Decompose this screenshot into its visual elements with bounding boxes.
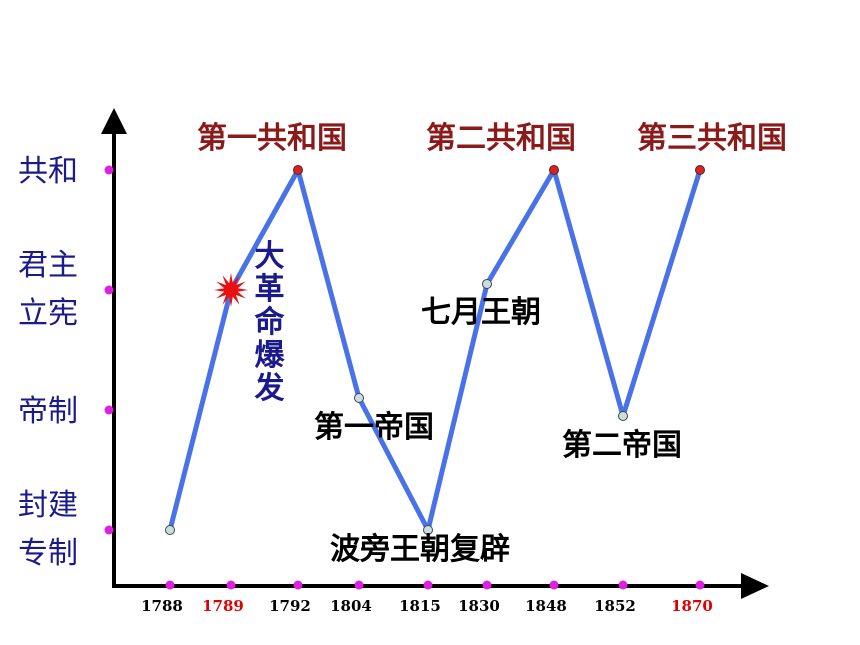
- x-tick-label: 1804: [330, 597, 372, 615]
- x-tick-dot: [482, 580, 492, 590]
- x-axis-arrow: [741, 573, 769, 599]
- y-tick-label: 专制: [18, 536, 78, 571]
- annotation-revolution: 大革命爆发: [249, 240, 286, 405]
- x-tick-dot: [549, 580, 559, 590]
- annotation-second-republic: 第二共和国: [426, 121, 576, 156]
- y-tick-label: 君主: [18, 248, 78, 283]
- y-tick-label: 立宪: [18, 296, 78, 331]
- valley-point: [482, 279, 492, 289]
- x-tick-label: 1870: [671, 597, 713, 615]
- y-tick-label: 封建: [18, 488, 78, 523]
- annotation-second-empire: 第二帝国: [562, 428, 682, 463]
- y-tick-dot: [104, 165, 114, 175]
- x-tick-label: 1788: [141, 597, 183, 615]
- peak-point: [549, 165, 559, 175]
- x-tick-dot: [354, 580, 364, 590]
- valley-point: [354, 393, 364, 403]
- peak-point: [293, 165, 303, 175]
- x-tick-label: 1852: [594, 597, 636, 615]
- x-tick-dot: [695, 580, 705, 590]
- valley-point: [423, 525, 433, 535]
- y-tick-dot: [104, 285, 114, 295]
- peak-point: [695, 165, 705, 175]
- valley-point: [618, 411, 628, 421]
- x-tick-label: 1792: [269, 597, 311, 615]
- x-tick-label: 1848: [525, 597, 567, 615]
- x-tick-dot: [618, 580, 628, 590]
- revolution-burst-icon: [214, 273, 248, 307]
- annotation-first-empire: 第一帝国: [314, 410, 434, 445]
- x-tick-label: 1789: [202, 597, 244, 615]
- x-axis-ticks: 1788 1789 1792 1804 1815 1830 1848 1852 1870: [141, 580, 713, 615]
- x-tick-dot: [165, 580, 175, 590]
- x-tick-dot: [293, 580, 303, 590]
- y-axis-arrow: [101, 108, 127, 134]
- y-tick-label: 共和: [18, 154, 78, 189]
- annotation-july-monarchy: 七月王朝: [421, 295, 541, 330]
- x-tick-dot: [226, 580, 236, 590]
- y-tick-dot: [104, 525, 114, 535]
- x-tick-label: 1815: [399, 597, 441, 615]
- regime-series: [165, 165, 705, 535]
- y-tick-label: 帝制: [18, 394, 78, 429]
- annotation-first-republic: 第一共和国: [197, 121, 347, 156]
- chart-axes: [101, 108, 769, 599]
- x-tick-label: 1830: [458, 597, 500, 615]
- x-tick-dot: [423, 580, 433, 590]
- annotation-bourbon-restoration: 波旁王朝复辟: [330, 532, 510, 567]
- annotation-third-republic: 第三共和国: [637, 121, 787, 156]
- y-tick-dot: [104, 405, 114, 415]
- valley-point: [165, 525, 175, 535]
